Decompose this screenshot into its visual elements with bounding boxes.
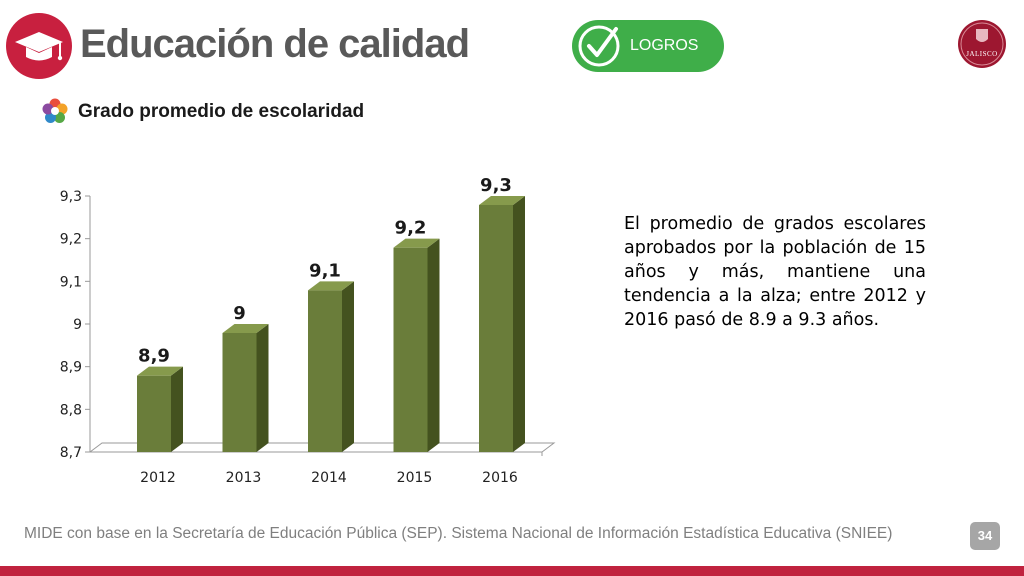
footer-bar [0, 566, 1024, 576]
data-label: 9,3 [480, 175, 512, 196]
bar-top-face [222, 324, 269, 333]
y-tick-label: 9,3 [60, 189, 82, 205]
data-label: 9,1 [309, 260, 341, 281]
data-label: 9,2 [395, 218, 427, 239]
bar-2013 [222, 324, 269, 452]
checkmark-icon [578, 25, 620, 67]
bar-top-face [479, 196, 525, 205]
education-badge [6, 13, 72, 79]
bar-side-face [513, 196, 525, 452]
bar-2014 [308, 281, 354, 452]
bar-chart: 8,78,88,999,19,29,3 8,999,19,29,3 2012 20… [60, 175, 556, 486]
logo-text: JALISCO [966, 50, 998, 58]
page-number: 34 [970, 522, 1000, 550]
bar-side-face [427, 238, 440, 452]
bar-front-face [479, 205, 513, 452]
bar-top-face [308, 281, 354, 291]
bar-top-face [137, 366, 183, 376]
x-tick-label: 2013 [226, 470, 262, 486]
y-tick-label: 8,8 [60, 402, 82, 418]
bar-side-face [256, 324, 269, 452]
bar-2016 [479, 196, 525, 452]
bar-front-face [308, 290, 342, 452]
achievements-badge: LOGROS [572, 20, 724, 72]
chart-data-labels: 8,9 9 9,1 9,2 9,3 [138, 175, 512, 367]
x-tick-label: 2012 [140, 470, 176, 486]
bar-front-face [222, 333, 257, 452]
y-axis-ticks: 8,7 8,8 8,9 9 9,1 9,2 9,3 [60, 189, 90, 461]
bar-2015 [393, 238, 440, 452]
chart-subtitle: Grado promedio de escolaridad [78, 101, 365, 122]
x-axis-ticks: 2012 2013 2014 2015 2016 [140, 470, 518, 486]
y-tick-label: 8,7 [60, 445, 82, 461]
colorful-flower-icon [42, 98, 68, 123]
y-tick-label: 8,9 [60, 360, 82, 376]
bar-side-face [342, 281, 354, 452]
data-label: 8,9 [138, 346, 170, 367]
graduation-cap-icon [15, 32, 63, 61]
bar-front-face [137, 375, 171, 452]
chart-description: El promedio de grados escolares aprobado… [624, 214, 926, 330]
y-tick-label: 9,2 [60, 232, 82, 248]
data-label: 9 [233, 303, 246, 324]
y-tick-label: 9 [73, 317, 82, 333]
chart-bars [137, 196, 525, 452]
bar-front-face [393, 247, 428, 452]
jalisco-logo: JALISCO [958, 20, 1006, 68]
x-tick-label: 2015 [397, 470, 433, 486]
achievements-label: LOGROS [630, 37, 699, 54]
page-title: Educación de calidad [80, 22, 470, 66]
x-tick-label: 2014 [311, 470, 347, 486]
y-tick-label: 9,1 [60, 274, 82, 290]
bar-top-face [393, 238, 440, 248]
bar-2012 [137, 366, 183, 452]
source-note: MIDE con base en la Secretaría de Educac… [24, 525, 893, 542]
coat-of-arms-icon [960, 22, 1004, 66]
x-tick-label: 2016 [482, 470, 518, 486]
bar-side-face [171, 366, 183, 452]
